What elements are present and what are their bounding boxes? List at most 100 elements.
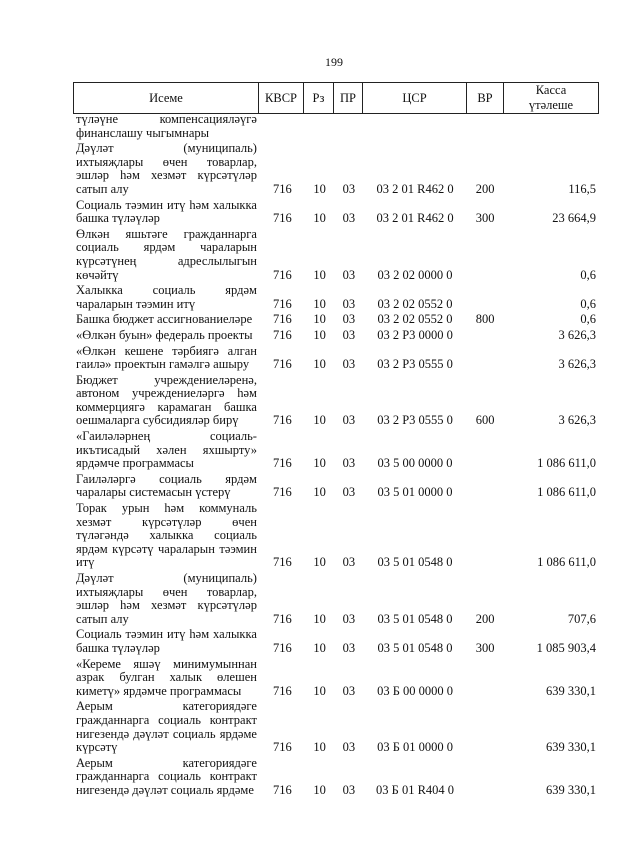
row-kvsr: 716: [272, 413, 292, 428]
row-amount: 1 086 611,0: [537, 485, 596, 500]
row-kvsr: 716: [272, 327, 292, 342]
row-amount: 1 086 611,0: [537, 555, 596, 570]
row-vr: 600: [475, 413, 495, 428]
row-name-line: Аерым категориядәге: [76, 755, 257, 770]
row-csr: 03 2 P3 0000 0: [377, 327, 453, 342]
row-rz: 10: [313, 327, 326, 342]
row-csr: 03 2 02 0552 0: [377, 296, 453, 311]
row-name-line: күрсәтү: [76, 740, 118, 755]
row-name-line: түләгәндә халыкка социаль: [76, 528, 257, 543]
row-name-line: Дәүләт (муниципаль): [76, 141, 257, 156]
row-name-line: оешмаларга субсидияләр бирү: [76, 413, 239, 428]
row-name-line: нигезендә дәүләт социаль ярдәме: [76, 726, 257, 741]
row-amount: 1 085 903,4: [536, 640, 596, 655]
row-name-line: түләүне компенсацияләүгә: [76, 112, 257, 126]
header-csr: ЦСР: [362, 82, 467, 114]
row-name-line: Социаль тәэмин итү һәм халыкка: [76, 197, 257, 212]
row-pr: 03: [342, 456, 356, 471]
row-rz: 10: [313, 211, 326, 226]
row-vr: 300: [475, 211, 495, 226]
row-csr: 03 5 01 0548 0: [377, 640, 453, 655]
row-vr: 200: [475, 181, 495, 196]
row-name-line: финанслашу чыгымнары: [76, 125, 210, 140]
row-name-line: Башка бюджет ассигнованиеләре: [76, 312, 253, 327]
row-name: Халыкка социаль ярдәм чараларын тәэмин ит…: [73, 284, 257, 311]
row-amount: 639 330,1: [546, 740, 596, 755]
row-name: Аерым категориядәге гражданнарга социаль …: [73, 700, 257, 754]
row-rz: 10: [313, 181, 326, 196]
row-name-line: эшләр һәм хезмәт күрсәтүләр: [76, 598, 257, 613]
row-name-line: киметү» ярдәмче программасы: [76, 683, 242, 698]
row-pr: 03: [342, 327, 356, 342]
row-rz: 10: [313, 611, 326, 626]
row-name-line: сатып алу: [76, 181, 129, 196]
row-kvsr: 716: [272, 485, 292, 500]
row-name: Дәүләт (муниципаль) ихтыяҗлары өчен товар…: [73, 142, 257, 196]
row-pr: 03: [342, 181, 356, 196]
row-rz: 10: [313, 296, 326, 311]
table-row: Халыкка социаль ярдәм чараларын тәэмин ит…: [73, 284, 598, 313]
row-name-line: эшләр һәм хезмәт күрсәтүләр: [76, 168, 257, 183]
row-kvsr: 716: [272, 555, 292, 570]
row-name-line: Гаиләләргә социаль ярдәм: [76, 471, 257, 486]
row-pr: 03: [342, 296, 356, 311]
row-name-line: икътисадый хәлен яхшырту»: [76, 442, 257, 457]
row-name-line: «Кереме яшәү минимумыннан: [76, 656, 257, 671]
row-csr: 03 5 01 0548 0: [377, 555, 453, 570]
table-body: түләүне компенсацияләүгә финанслашу чыгым…: [73, 112, 598, 800]
header-rz: Рз: [303, 82, 334, 114]
row-name-line: күрсәтүнең адреслылыгын: [76, 253, 257, 268]
table-header: Исеме КВСР Рз ПР ЦСР ВР Касса үтәлеше: [73, 82, 599, 114]
row-kvsr: 716: [272, 782, 292, 797]
row-rz: 10: [313, 312, 326, 327]
table-row: «Гаиләләрнең социаль-икътисадый хәлен ях…: [73, 429, 598, 473]
row-name-line: Социаль тәэмин итү һәм халыкка: [76, 627, 257, 642]
row-csr: 03 2 02 0000 0: [377, 267, 453, 282]
row-csr: 03 5 01 0000 0: [377, 485, 453, 500]
row-name-line: «Гаиләләрнең социаль-: [76, 429, 257, 444]
row-pr: 03: [342, 782, 356, 797]
row-name-line: азрак булган халык өлешен: [76, 670, 257, 685]
row-csr: 03 5 00 0000 0: [377, 456, 453, 471]
row-name-line: көчәйтү: [76, 267, 119, 282]
row-name-line: башка түләүләр: [76, 211, 160, 226]
row-kvsr: 716: [272, 740, 292, 755]
table-row: түләүне компенсацияләүгә финанслашу чыгым…: [73, 112, 598, 142]
row-rz: 10: [313, 555, 326, 570]
row-name: Башка бюджет ассигнованиеләре: [73, 313, 257, 327]
row-name-line: Халыкка социаль ярдәм: [76, 283, 257, 298]
row-rz: 10: [313, 357, 326, 372]
row-amount: 0,6: [580, 267, 596, 282]
row-kvsr: 716: [272, 211, 292, 226]
row-pr: 03: [342, 413, 356, 428]
row-name: Бюджет учреждениеләренә, автоном учрежден…: [73, 373, 257, 428]
row-kvsr: 716: [272, 267, 292, 282]
row-pr: 03: [342, 683, 356, 698]
row-csr: 03 2 P3 0555 0: [377, 357, 453, 372]
row-amount: 116,5: [568, 181, 596, 196]
row-name-line: Өлкән яшьтәге гражданнарга: [76, 226, 257, 241]
row-pr: 03: [342, 485, 356, 500]
row-name: Аерым категориядәге гражданнарга социаль …: [73, 755, 257, 798]
row-amount: 3 626,3: [558, 413, 597, 428]
table-row: Дәүләт (муниципаль) ихтыяҗлары өчен товар…: [73, 142, 598, 198]
row-name-line: ихтыяҗлары өчен товарлар,: [76, 154, 257, 169]
row-csr: 03 2 02 0552 0: [377, 312, 453, 327]
row-name-line: ярдәм күрсәтү чараларын тәэмин: [76, 541, 257, 556]
row-rz: 10: [313, 782, 326, 797]
table-row: Социаль тәэмин итү һәм халыкка башка түлә…: [73, 628, 598, 657]
row-rz: 10: [313, 683, 326, 698]
row-kvsr: 716: [272, 357, 292, 372]
row-csr: 03 2 01 R462 0: [376, 181, 454, 196]
table-row: «Өлкән буын» федераль проекты 716 10 03 03 2…: [73, 327, 598, 345]
row-kvsr: 716: [272, 611, 292, 626]
header-vr: ВР: [466, 82, 504, 114]
header-kassa: Касса үтәлеше: [503, 82, 599, 114]
table-row: Дәүләт (муниципаль) ихтыяҗлары өчен товар…: [73, 571, 598, 628]
row-csr: 03 Б 01 R404 0: [376, 782, 455, 797]
row-name-line: чаралары системасын үстерү: [76, 485, 231, 500]
table-row: Гаиләләргә социаль ярдәм чаралары система…: [73, 471, 598, 502]
row-rz: 10: [313, 640, 326, 655]
row-amount: 23 664,9: [552, 211, 596, 226]
row-name-line: нигезендә дәүләт социаль ярдәме: [76, 782, 254, 797]
